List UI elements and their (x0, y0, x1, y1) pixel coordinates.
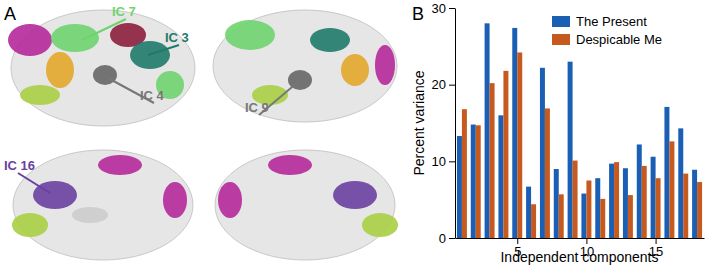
legend-label: Despicable Me (576, 32, 662, 47)
bar (609, 164, 614, 238)
y-tick-mark (449, 85, 455, 86)
bar (485, 23, 490, 238)
bar (462, 109, 467, 238)
bar (503, 71, 508, 238)
annotation: IC 3 (165, 30, 189, 45)
brain-region (362, 213, 398, 237)
bar (476, 125, 481, 238)
y-tick-label: 30 (432, 1, 446, 16)
bar (595, 178, 600, 238)
y-tick: 30 (432, 1, 455, 16)
bar (526, 187, 531, 238)
brain-region (225, 20, 275, 50)
brain-region (268, 155, 312, 175)
annotation: IC 9 (245, 100, 269, 115)
bars (457, 23, 702, 238)
y-tick-label: 0 (439, 231, 446, 246)
bar (490, 83, 495, 238)
figure: AIC 7IC 3IC 4IC 9IC 16B510150102030Indep… (0, 0, 712, 268)
brain-surface (215, 150, 395, 260)
brain-region (72, 207, 108, 223)
panel-b: B510150102030Independent componentsPerce… (411, 1, 705, 265)
brain-region (12, 213, 48, 237)
bar (517, 52, 522, 238)
brain-region (310, 28, 350, 52)
brain-region (218, 182, 242, 218)
y-tick-mark (449, 8, 455, 9)
bar (683, 174, 688, 238)
legend-label: The Present (576, 14, 647, 29)
y-tick-label: 20 (432, 77, 446, 92)
bar (545, 108, 550, 238)
brain-region (163, 182, 187, 218)
y-axis-label: Percent variance (411, 70, 427, 175)
annotation-leader (82, 19, 126, 40)
brain-region (341, 54, 369, 86)
bar (642, 166, 647, 238)
bar (669, 141, 674, 238)
annotation: IC 4 (140, 88, 165, 103)
x-tick-mark (656, 238, 657, 244)
legend: The Present Despicable Me (552, 14, 662, 47)
bar (678, 128, 683, 238)
annotation: IC 7 (112, 4, 136, 19)
x-axis-label: Independent components (500, 249, 658, 265)
bar (457, 136, 462, 238)
brain-region (20, 85, 60, 105)
x-tick-mark (586, 238, 587, 244)
bar (554, 169, 559, 238)
brain-surface (13, 150, 193, 260)
bar (559, 194, 564, 238)
annotation-leader (18, 173, 50, 193)
brain-region (375, 45, 395, 85)
brain-region (333, 181, 377, 209)
y-tick: 20 (432, 77, 455, 92)
bar (623, 168, 628, 238)
y-tick-label: 10 (432, 154, 446, 169)
x-axis-line (456, 238, 705, 239)
bar (498, 115, 503, 238)
y-axis: 0 10 20 30 (432, 1, 456, 246)
legend-swatch (552, 34, 570, 45)
brain-region (33, 181, 77, 209)
panel-label: A (4, 4, 16, 24)
y-tick: 10 (432, 154, 455, 169)
bar (637, 144, 642, 238)
y-tick-mark (449, 161, 455, 162)
bar (697, 182, 702, 238)
brain-surface (213, 10, 397, 122)
bar (471, 125, 476, 238)
bar (512, 28, 517, 238)
y-tick-mark (449, 238, 455, 239)
annotation-leader (148, 45, 179, 55)
brain-region (51, 24, 99, 52)
bar (540, 68, 545, 238)
bar (573, 161, 578, 238)
bar (600, 199, 605, 238)
bar (568, 62, 573, 238)
chart-title: B (412, 4, 424, 24)
bar (628, 195, 633, 238)
bar (586, 181, 591, 239)
bar (692, 170, 697, 238)
bar (581, 194, 586, 238)
bar (651, 157, 656, 238)
x-tick-mark (517, 238, 518, 244)
brain-region (46, 52, 74, 88)
legend-swatch (552, 16, 570, 27)
brain-region (98, 155, 142, 175)
bar (614, 162, 619, 238)
panel-a: A IC 7 IC 3 IC 4 IC 9 IC 16 (4, 4, 398, 260)
bar (531, 204, 536, 238)
annotation: IC 16 (4, 158, 35, 173)
brain-region (8, 24, 52, 56)
bar (664, 107, 669, 238)
bar (656, 178, 661, 238)
y-tick: 0 (439, 231, 455, 246)
y-axis-line (455, 9, 456, 239)
